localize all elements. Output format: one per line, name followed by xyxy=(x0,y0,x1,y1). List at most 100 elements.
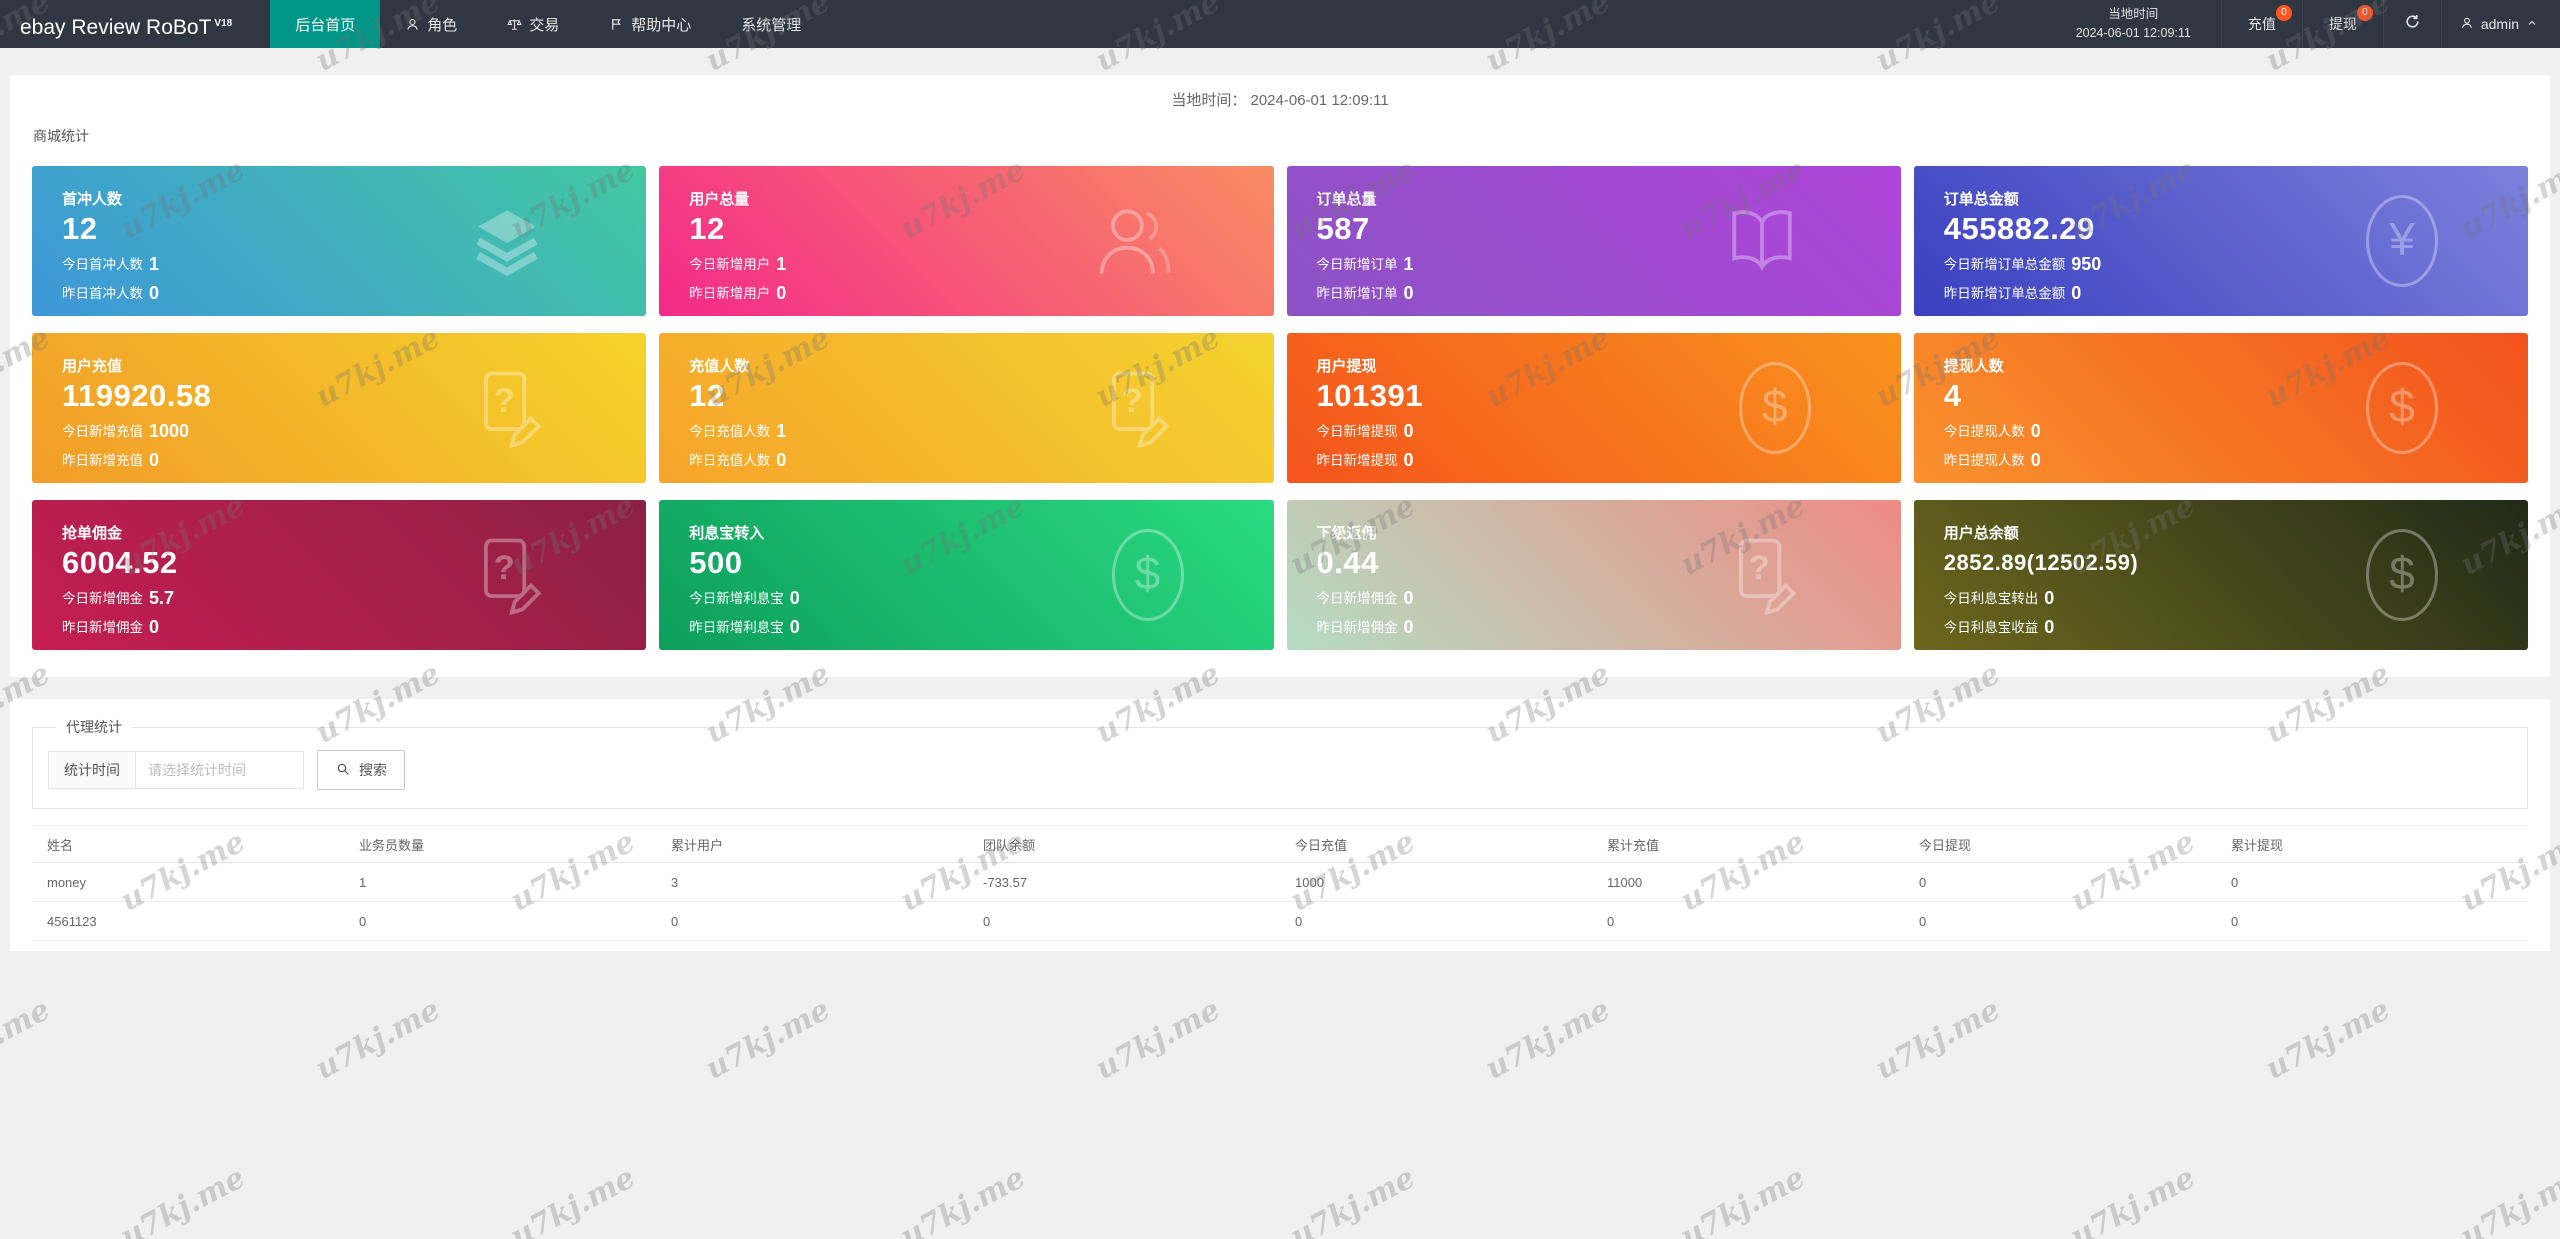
stat-card-line-today: 今日利息宝转出 0 xyxy=(1943,588,2055,608)
table-cell: 11000 xyxy=(1592,862,1904,902)
panel-time-value: 2024-06-01 12:09:11 xyxy=(1250,92,1389,109)
stat-card-10: 利息宝转入 500 今日新增利息宝 0 昨日新增利息宝 0 $ xyxy=(659,500,1274,650)
table-cell: money xyxy=(32,862,344,902)
stat-card-title: 订单总金额 xyxy=(1943,191,2019,208)
watermark-text: u7kj.me xyxy=(114,1160,251,1239)
withdraw-link[interactable]: 提现 0 xyxy=(2301,0,2383,48)
svg-text:?: ? xyxy=(494,549,515,587)
nav-item-4[interactable]: 帮助中心 xyxy=(584,0,716,48)
stat-card-2: 用户总量 12 今日新增用户 1 昨日新增用户 0 xyxy=(659,166,1274,316)
withdraw-label: 提现 xyxy=(2328,16,2357,32)
top-navbar: ebay Review RoBoT V18 后台首页 角色 交易 帮助中心 系统管理 当地… xyxy=(0,0,2560,48)
stat-card-title: 用户充值 xyxy=(62,358,123,375)
stat-card-title: 用户总量 xyxy=(689,191,750,208)
stat-card-line-today: 今日新增充值 1000 xyxy=(62,421,190,441)
table-cell: 3 xyxy=(656,862,968,902)
stat-card-title: 用户提现 xyxy=(1316,358,1377,375)
stat-card-line-yesterday: 今日利息宝收益 0 xyxy=(1943,617,2055,637)
watermark-text: u7kj.me xyxy=(894,1160,1031,1239)
recharge-label: 充值 xyxy=(2247,16,2276,32)
nav-item-5[interactable]: 系统管理 xyxy=(716,0,826,48)
stat-card-line-today: 今日提现人数 0 xyxy=(1943,421,2041,441)
stat-card-line-yesterday: 昨日新增充值 0 xyxy=(62,450,160,470)
filter-time-input[interactable] xyxy=(136,751,304,789)
person-icon xyxy=(2460,16,2474,33)
withdraw-badge: 0 xyxy=(2356,5,2373,21)
app-logo: ebay Review RoBoT V18 xyxy=(0,0,270,48)
stat-card-line-yesterday: 昨日新增用户 0 xyxy=(689,283,787,303)
doc-question-icon: ? xyxy=(1713,529,1811,621)
agent-table-body: money 1 3 -733.57 1000 11000 0 0 4561123 0 0 0 0 0 0 0 xyxy=(32,862,2528,941)
table-cell: 0 xyxy=(968,901,1280,941)
recharge-badge: 0 xyxy=(2275,5,2292,21)
search-icon xyxy=(335,761,351,780)
nav-item-2[interactable]: 角色 xyxy=(380,0,482,48)
stat-card-line-today: 今日新增佣金 5.7 xyxy=(62,588,175,608)
table-header-cell: 业务员数量 xyxy=(344,825,656,863)
stat-card-title: 首冲人数 xyxy=(62,191,123,208)
stat-card-line-today: 今日新增提现 0 xyxy=(1316,421,1414,441)
stat-card-line-today: 今日新增用户 1 xyxy=(689,254,787,274)
stat-card-line-yesterday: 昨日充值人数 0 xyxy=(689,450,787,470)
nav-item-label: 交易 xyxy=(529,16,560,34)
agent-table-header-row: 姓名 业务员数量 累计用户 团队余额 今日充值 累计充值 今日提现 累计提现 xyxy=(32,825,2528,863)
nav-item-3[interactable]: 交易 xyxy=(482,0,584,48)
agent-panel: 代理统计 统计时间 搜索 姓名业务员数量累计用户团队余额今日充值累计充值今日提现… xyxy=(10,699,2550,951)
stat-card-line-yesterday: 昨日新增订单 0 xyxy=(1316,283,1414,303)
stat-card-value: 6004.52 xyxy=(62,545,178,580)
stat-card-value: 119920.58 xyxy=(62,378,212,413)
stat-card-7: 用户提现 101391 今日新增提现 0 昨日新增提现 0 $ xyxy=(1286,333,1901,483)
stat-card-value: 12 xyxy=(689,378,725,413)
nav-item-label: 系统管理 xyxy=(741,16,802,34)
stats-panel: 当地时间： 2024-06-01 12:09:11 商城统计 首冲人数 12 今日首… xyxy=(10,75,2550,677)
stat-card-line-today: 今日首冲人数 1 xyxy=(62,254,160,274)
stat-card-line-yesterday: 昨日提现人数 0 xyxy=(1943,450,2041,470)
refresh-icon xyxy=(2404,13,2421,35)
dollar-circle-icon: $ xyxy=(2366,362,2438,454)
watermark-text: u7kj.me xyxy=(1674,1160,1811,1239)
watermark-text: u7kj.me xyxy=(699,992,836,1087)
search-button-label: 搜索 xyxy=(359,762,387,778)
stat-card-value: 0.44 xyxy=(1316,545,1379,580)
stat-card-5: 用户充值 119920.58 今日新增充值 1000 昨日新增充值 0? xyxy=(32,333,647,483)
search-button[interactable]: 搜索 xyxy=(317,750,405,790)
stat-card-line-yesterday: 昨日首冲人数 0 xyxy=(62,283,160,303)
stat-card-4: 订单总金额 455882.29 今日新增订单总金额 950 昨日新增订单总金额 0 ¥ xyxy=(1913,166,2528,316)
watermark-text: u7kj.me xyxy=(309,992,446,1087)
stat-card-line-yesterday: 昨日新增订单总金额 0 xyxy=(1943,283,2082,303)
table-header-cell: 团队余额 xyxy=(968,825,1280,863)
table-cell: 0 xyxy=(344,901,656,941)
doc-question-icon: ? xyxy=(458,529,556,621)
local-time-value: 2024-06-01 12:09:11 xyxy=(2075,26,2191,40)
table-cell: 0 xyxy=(1904,862,2216,902)
table-cell: -733.57 xyxy=(968,862,1280,902)
watermark-text: u7kj.me xyxy=(2454,1160,2560,1239)
nav-item-label: 帮助中心 xyxy=(631,16,692,34)
chevron-up-icon xyxy=(2526,16,2538,32)
stat-card-title: 用户总余额 xyxy=(1943,525,2019,542)
refresh-button[interactable] xyxy=(2382,0,2441,48)
nav-item-1[interactable]: 后台首页 xyxy=(270,0,381,48)
stat-card-value: 587 xyxy=(1316,211,1370,246)
stat-cards-grid: 首冲人数 12 今日首冲人数 1 昨日首冲人数 0 用户总量 12 今日新增用户 1 昨日新增用户 0… xyxy=(10,166,2550,650)
doc-question-icon: ? xyxy=(1086,362,1184,454)
main-menu: 后台首页 角色 交易 帮助中心 系统管理 xyxy=(270,0,826,48)
stat-card-line-today: 今日新增订单总金额 950 xyxy=(1943,254,2102,274)
stat-card-6: 充值人数 12 今日充值人数 1 昨日充值人数 0? xyxy=(659,333,1274,483)
nav-item-label: 角色 xyxy=(427,16,458,34)
table-cell: 1000 xyxy=(1280,862,1592,902)
stat-card-value: 4 xyxy=(1943,378,1962,413)
table-cell: 0 xyxy=(1592,901,1904,941)
agent-table: 姓名 业务员数量 累计用户 团队余额 今日充值 累计充值 今日提现 累计提现 money 1 3-… xyxy=(32,825,2528,941)
user-dropdown[interactable]: admin xyxy=(2440,0,2560,48)
watermark-text: u7kj.me xyxy=(2259,992,2396,1087)
table-header-cell: 今日充值 xyxy=(1280,825,1592,863)
stat-card-line-today: 今日新增利息宝 0 xyxy=(689,588,800,608)
stat-card-12: 用户总余额 2852.89(12502.59) 今日利息宝转出 0 今日利息宝收益 0 $ xyxy=(1913,500,2528,650)
agent-filter-row: 统计时间 搜索 xyxy=(48,750,2512,790)
recharge-link[interactable]: 充值 0 xyxy=(2220,0,2302,48)
panel-time-label: 当地时间： xyxy=(1171,92,1247,109)
svg-text:?: ? xyxy=(1748,549,1769,587)
scales-icon xyxy=(507,17,522,32)
stat-card-title: 充值人数 xyxy=(689,358,750,375)
